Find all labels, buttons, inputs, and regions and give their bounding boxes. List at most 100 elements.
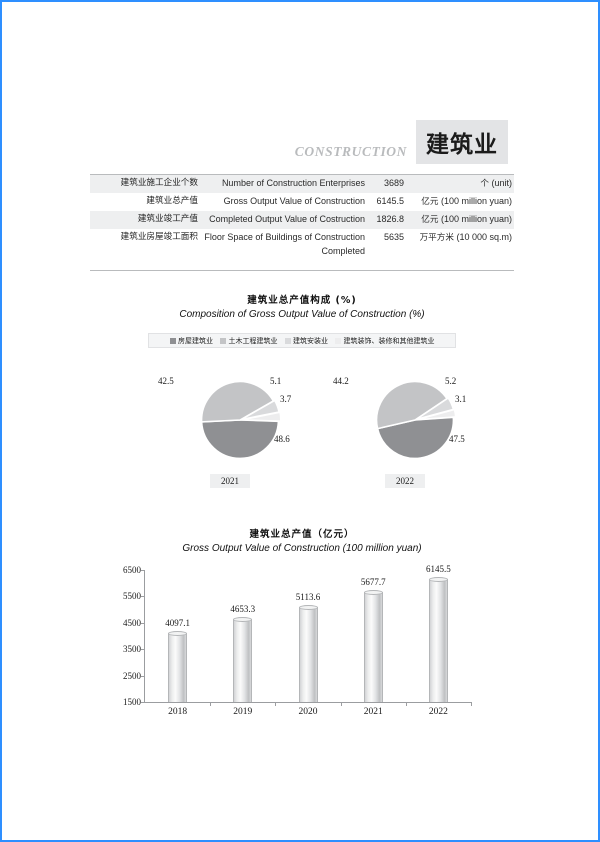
- bar: 5113.6: [296, 592, 320, 702]
- pie-2022-value-anzhuang: 5.2: [445, 376, 457, 386]
- pie-title-cn: 建筑业总产值构成 (%): [247, 295, 357, 306]
- y-axis-tick-label: 4500: [123, 617, 141, 628]
- bar-top-cap: [233, 616, 253, 622]
- bar-value-label: 4653.3: [230, 603, 256, 614]
- legend-item: 建筑安装业: [284, 336, 328, 346]
- legend-label: 建筑装饰、装修和其他建筑业: [343, 336, 435, 345]
- statistics-table: 建筑业施工企业个数 Number of Construction Enterpr…: [90, 174, 514, 271]
- y-axis-tick: [141, 622, 145, 624]
- legend-swatch-icon: [169, 337, 176, 344]
- bar-plot-area: 1500 2500 3500 4500 5500 6500 4097.1 2018 4653.3…: [123, 564, 472, 717]
- row-unit-cn: 亿元: [421, 197, 439, 207]
- pie-2021-value-tumu: 42.5: [158, 376, 174, 386]
- row-unit-cn: 亿元: [421, 215, 439, 225]
- legend-swatch-icon: [220, 337, 226, 344]
- bar: 4653.3: [230, 604, 255, 702]
- legend-item: 建筑装饰、装修和其他建筑业: [335, 336, 435, 346]
- x-axis-tick: [275, 702, 277, 706]
- row-label-en: Floor Space of Buildings of Construction…: [204, 232, 365, 256]
- row-label-en: Number of Construction Enterprises: [221, 178, 365, 188]
- y-axis-tick: [141, 675, 145, 677]
- pie-slice: [200, 419, 280, 460]
- pie-legend: 房屋建筑业 土木工程建筑业 建筑安装业 建筑装饰、装修和其他建筑业: [148, 333, 456, 348]
- pie-2022-svg: [375, 380, 457, 460]
- header-badge: 建筑业: [416, 120, 508, 164]
- row-value: 3689: [383, 178, 404, 188]
- header-badge-label: 建筑业: [426, 132, 498, 158]
- pie-slice: [375, 380, 448, 430]
- bar-value-label: 5113.6: [295, 591, 321, 602]
- pie-slice: [417, 408, 457, 421]
- header-title-en: CONSTRUCTION: [294, 144, 407, 159]
- row-label-cn: 建筑业总产值: [146, 196, 198, 206]
- row-label-en: Gross Output Value of Construction: [223, 196, 365, 206]
- bar-value-label: 5677.7: [360, 576, 386, 587]
- pie-chart-2022: 44.2 5.2 3.1 47.5 2022: [333, 368, 507, 493]
- legend-item: 房屋建筑业: [169, 336, 213, 346]
- row-label-cn: 建筑业施工企业个数: [120, 178, 198, 188]
- bar: 6145.5: [426, 564, 451, 702]
- pie-section-title: 建筑业总产值构成 (%) Composition of Gross Output…: [2, 292, 598, 320]
- table-row: 建筑业总产值 Gross Output Value of Constructio…: [90, 193, 514, 211]
- table-row: 建筑业施工企业个数 Number of Construction Enterpr…: [90, 175, 514, 193]
- x-axis-tick: [471, 702, 472, 706]
- pie-2021-value-other: 3.7: [280, 394, 292, 404]
- bar: 4097.1: [165, 618, 190, 702]
- row-unit: 万平方米 (10 000 sq.m): [408, 230, 514, 245]
- y-axis-tick-label: 6500: [123, 565, 141, 575]
- row-value: 5635: [383, 232, 404, 242]
- pie-2021-svg: [200, 380, 282, 460]
- pie-charts-row: 42.5 5.1 3.7 48.6 2021 44.2 5.2 3.1 47.5…: [2, 368, 598, 493]
- legend-label: 房屋建筑业: [178, 336, 213, 345]
- legend-label: 建筑安装业: [293, 336, 328, 345]
- bar-value-label: 4097.1: [165, 618, 190, 629]
- x-axis-tick-label: 2018: [168, 707, 188, 717]
- pie-2022-value-tumu: 44.2: [333, 376, 349, 386]
- pie-chart-2021: 42.5 5.1 3.7 48.6 2021: [158, 368, 332, 493]
- x-axis-tick-label: 2022: [428, 707, 448, 717]
- bar: 5677.7: [361, 577, 386, 702]
- row-unit-cn: 个: [480, 179, 489, 189]
- x-axis-tick: [340, 702, 342, 706]
- y-axis-tick-label: 3500: [123, 644, 141, 655]
- row-unit-cn: 万平方米: [419, 233, 454, 243]
- pie-slice: [200, 380, 275, 423]
- pie-2021-value-anzhuang: 5.1: [270, 376, 282, 386]
- row-label-cn: 建筑业竣工产值: [137, 214, 198, 224]
- x-axis-tick: [210, 702, 212, 706]
- legend-swatch-icon: [335, 337, 341, 344]
- row-unit-en: (unit): [491, 178, 512, 188]
- pie-slice: [242, 411, 282, 422]
- y-axis-tick-label: 5500: [123, 591, 141, 602]
- x-axis-tick-label: 2020: [298, 707, 318, 717]
- row-unit: 亿元 (100 million yuan): [408, 212, 514, 227]
- pie-slice: [376, 416, 455, 460]
- row-unit: 亿元 (100 million yuan): [408, 194, 514, 209]
- row-unit: 个 (unit): [408, 176, 514, 191]
- bar-top-cap: [363, 589, 383, 595]
- row-label-cn: 建筑业房屋竣工面积: [120, 232, 198, 242]
- bar-title-en: Gross Output Value of Construction (100 …: [182, 543, 422, 554]
- bar-top-cap: [298, 604, 318, 610]
- pie-2022-value-other: 3.1: [455, 394, 467, 404]
- row-unit-en: (10 000 sq.m): [456, 232, 512, 242]
- table-row: 建筑业竣工产值 Completed Output Value of Costru…: [90, 211, 514, 229]
- bar-top-cap: [168, 631, 188, 637]
- legend-label: 土木工程建筑业: [228, 336, 278, 345]
- legend-swatch-icon: [284, 337, 291, 344]
- y-axis-tick: [141, 596, 145, 598]
- pie-2021-year-label: 2021: [210, 474, 250, 488]
- x-axis-tick-label: 2021: [363, 707, 383, 717]
- bar-value-label: 6145.5: [426, 564, 451, 575]
- y-axis-tick: [141, 570, 145, 571]
- x-axis-tick: [405, 702, 407, 706]
- table-row: 建筑业房屋竣工面积 Floor Space of Buildings of Co…: [90, 229, 514, 259]
- pie-2022-year-label: 2022: [385, 474, 425, 488]
- bar-chart: 1500 2500 3500 4500 5500 6500 4097.1 2018 4653.3…: [2, 564, 598, 724]
- y-axis-tick-label: 2500: [123, 670, 141, 681]
- table-bottom-spacer: [90, 259, 514, 270]
- bar-title-cn: 建筑业总产值（亿元）: [249, 529, 355, 540]
- row-value: 6145.5: [376, 196, 404, 206]
- y-axis-tick-label: 1500: [123, 697, 141, 707]
